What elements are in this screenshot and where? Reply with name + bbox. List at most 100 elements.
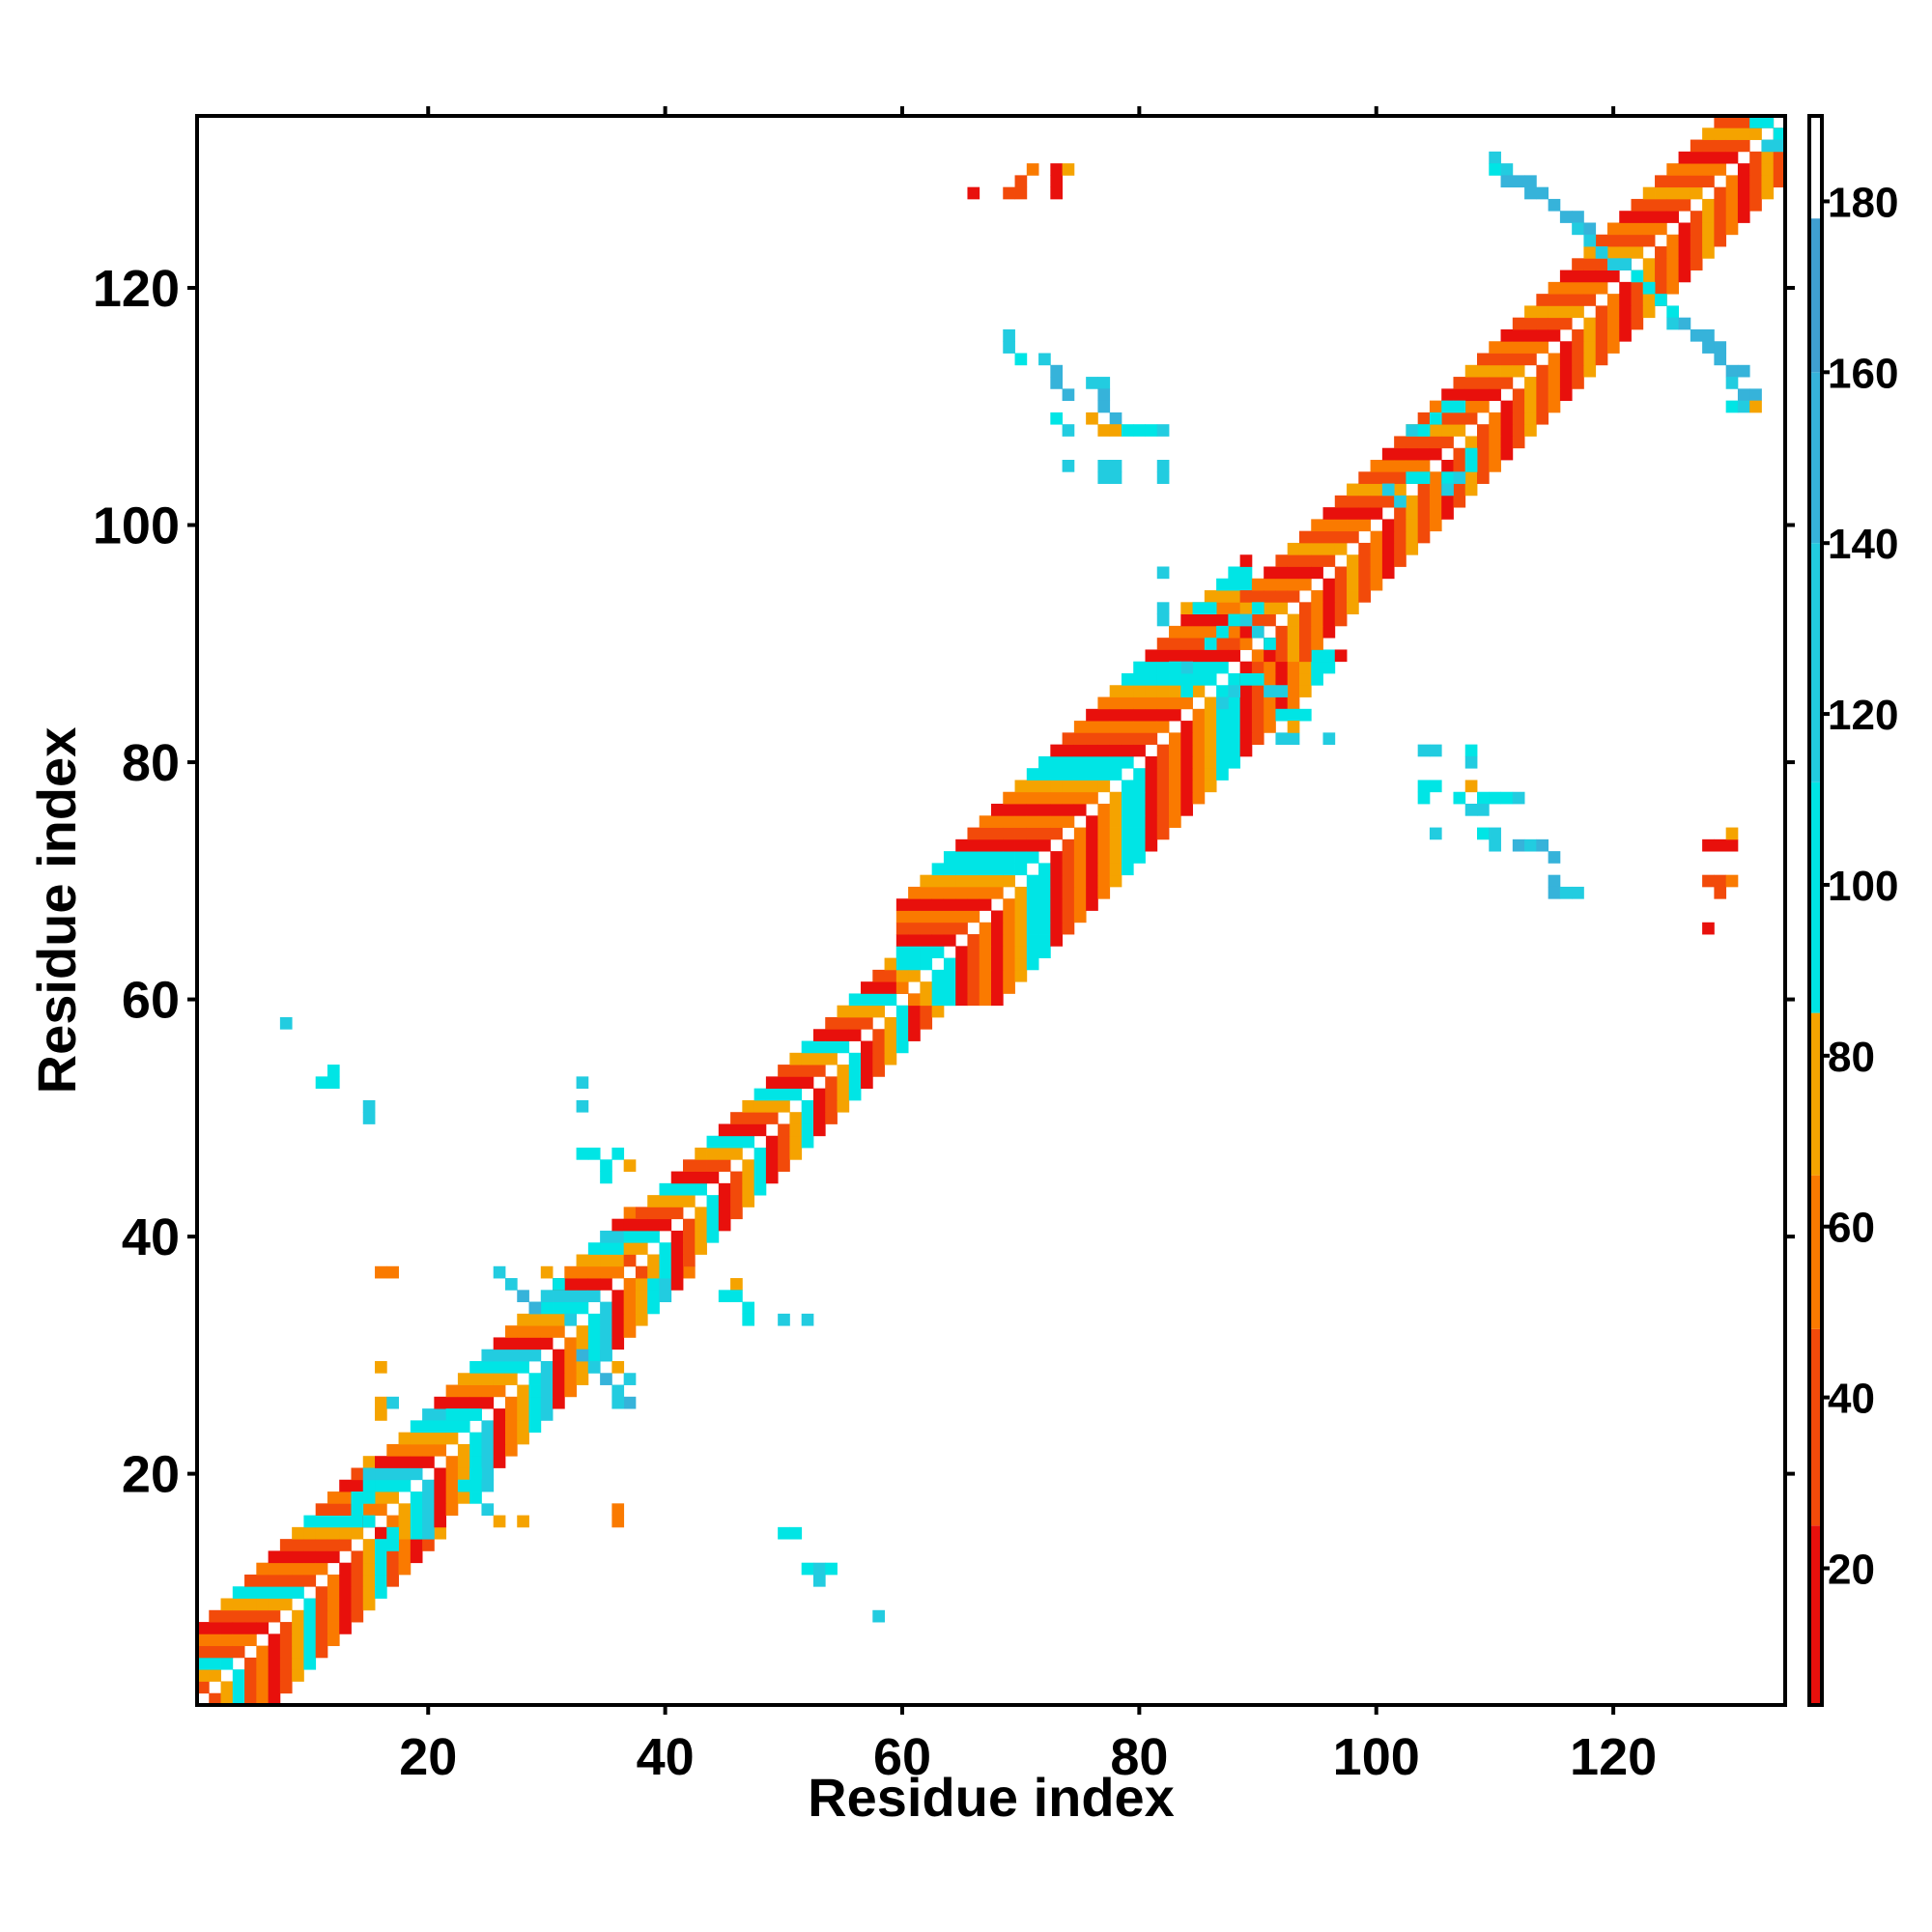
heatmap-cell — [351, 1503, 364, 1516]
heatmap-cell — [1429, 507, 1442, 520]
heatmap-cell — [1133, 424, 1146, 437]
heatmap-cell — [540, 1373, 554, 1385]
heatmap-cell — [1204, 649, 1217, 663]
heatmap-cell — [600, 1230, 612, 1243]
heatmap-cell — [635, 1313, 648, 1326]
heatmap-cell — [469, 1443, 482, 1457]
heatmap-cell — [600, 1171, 612, 1184]
heatmap-cell — [1678, 258, 1691, 270]
heatmap-cell — [801, 1135, 814, 1149]
heatmap-cell — [315, 1609, 328, 1623]
heatmap-cell — [1464, 755, 1478, 769]
heatmap-cell — [1311, 590, 1323, 603]
heatmap-cell — [1702, 246, 1715, 259]
heatmap-cell — [1559, 353, 1573, 366]
heatmap-cell — [1251, 590, 1264, 603]
heatmap-cell — [268, 1562, 281, 1576]
heatmap-cell — [825, 1040, 838, 1054]
heatmap-cell — [1441, 436, 1454, 449]
heatmap-cell — [1086, 851, 1098, 864]
heatmap-cell — [327, 1492, 340, 1504]
heatmap-cell — [327, 1634, 340, 1647]
heatmap-cell — [730, 1182, 743, 1196]
heatmap-cell — [197, 1669, 210, 1682]
heatmap-cell — [801, 1052, 814, 1065]
heatmap-cell — [1595, 281, 1608, 295]
heatmap-cell — [1322, 519, 1336, 532]
heatmap-cell — [1014, 815, 1028, 828]
heatmap-cell — [1322, 507, 1336, 520]
heatmap-cell — [1417, 424, 1431, 437]
heatmap-cell — [303, 1562, 317, 1576]
heatmap-cell — [1559, 377, 1573, 389]
heatmap-cell — [1702, 222, 1715, 236]
heatmap-cell — [1145, 696, 1158, 710]
heatmap-cell — [1050, 922, 1064, 935]
heatmap-cell — [1298, 578, 1312, 591]
heatmap-cell — [718, 1123, 731, 1137]
heatmap-cell — [1097, 863, 1111, 876]
heatmap-cell — [611, 1265, 625, 1279]
heatmap-cell — [1133, 791, 1146, 805]
heatmap-cell — [1714, 116, 1727, 128]
heatmap-cell — [1014, 934, 1028, 947]
heatmap-cell — [1192, 744, 1206, 757]
heatmap-cell — [1619, 211, 1632, 223]
y-tick-label: 80 — [122, 734, 180, 792]
heatmap-cell — [647, 1265, 660, 1279]
heatmap-cell — [1441, 460, 1454, 472]
heatmap-cell — [1014, 791, 1028, 805]
heatmap-cell — [1429, 495, 1442, 508]
heatmap-cell — [955, 969, 968, 982]
heatmap-cell — [422, 1479, 435, 1492]
heatmap-cell — [611, 1313, 625, 1326]
heatmap-cell — [1406, 495, 1419, 508]
heatmap-cell — [1251, 732, 1264, 746]
heatmap-cell — [931, 993, 945, 1007]
heatmap-cell — [410, 1456, 423, 1468]
heatmap-cell — [931, 922, 945, 935]
heatmap-cell — [1678, 234, 1691, 247]
heatmap-cell — [1121, 696, 1134, 710]
heatmap-cell — [1180, 649, 1193, 663]
heatmap-cell — [895, 981, 909, 994]
heatmap-cell — [1086, 744, 1098, 757]
heatmap-cell — [1251, 625, 1264, 639]
heatmap-cell — [895, 946, 909, 959]
heatmap-cell — [812, 1040, 826, 1054]
heatmap-cell — [778, 1135, 790, 1149]
heatmap-cell — [1536, 328, 1549, 342]
heatmap-cell — [991, 981, 1004, 994]
heatmap-cell — [1619, 234, 1632, 247]
heatmap-cell — [232, 1598, 245, 1611]
heatmap-cell — [695, 1242, 707, 1255]
heatmap-cell — [848, 1088, 862, 1101]
heatmap-cell — [1749, 128, 1762, 140]
heatmap-cell — [778, 1088, 790, 1101]
heatmap-cell — [481, 1420, 495, 1434]
heatmap-cell — [351, 1467, 364, 1481]
heatmap-cell — [457, 1479, 470, 1492]
heatmap-cell — [197, 1622, 210, 1634]
heatmap-cell — [1464, 412, 1478, 425]
heatmap-cell — [647, 1301, 660, 1315]
heatmap-cell — [1583, 341, 1597, 354]
heatmap-cell — [292, 1622, 304, 1634]
top-axis-ticks — [426, 106, 1616, 116]
heatmap-cell — [256, 1681, 270, 1694]
heatmap-cell — [1192, 721, 1206, 733]
heatmap-cell — [1642, 198, 1656, 212]
heatmap-cell — [1334, 578, 1348, 591]
heatmap-cell — [1038, 755, 1051, 769]
heatmap-cell — [884, 1029, 897, 1041]
heatmap-cell — [931, 934, 945, 947]
heatmap-cell — [1477, 353, 1490, 366]
colorbar-segment — [1809, 218, 1822, 373]
heatmap-cell — [1050, 886, 1064, 899]
heatmap-cell — [1003, 898, 1015, 911]
heatmap-cell — [1251, 602, 1264, 614]
heatmap-cell — [1394, 447, 1406, 461]
heatmap-cell — [1429, 447, 1442, 461]
heatmap-cell — [670, 1171, 684, 1184]
heatmap-cell — [1109, 791, 1122, 805]
